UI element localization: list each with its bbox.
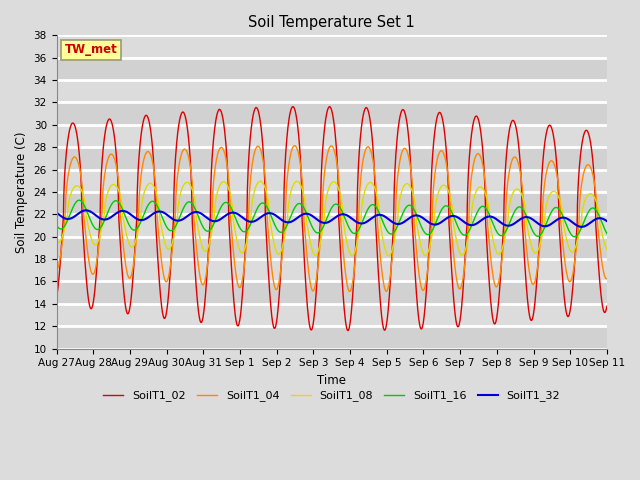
SoilT1_04 — [346, 288, 353, 294]
Bar — [56, 125, 607, 147]
SoilT1_08 — [52, 238, 60, 244]
SoilT1_32 — [603, 218, 611, 224]
SoilT1_08 — [162, 242, 170, 248]
SoilT1_08 — [257, 179, 264, 184]
Bar — [56, 259, 607, 281]
SoilT1_16 — [538, 230, 546, 236]
SoilT1_04 — [291, 143, 298, 148]
SoilT1_08 — [385, 253, 392, 259]
SoilT1_04 — [538, 219, 546, 225]
Line: SoilT1_02: SoilT1_02 — [56, 107, 607, 331]
Bar — [56, 147, 607, 169]
X-axis label: Time: Time — [317, 374, 346, 387]
SoilT1_02 — [490, 320, 497, 325]
Legend: SoilT1_02, SoilT1_04, SoilT1_08, SoilT1_16, SoilT1_32: SoilT1_02, SoilT1_04, SoilT1_08, SoilT1_… — [99, 386, 564, 406]
SoilT1_08 — [418, 246, 426, 252]
Line: SoilT1_32: SoilT1_32 — [56, 210, 607, 227]
SoilT1_02 — [418, 325, 426, 331]
Bar — [56, 304, 607, 326]
Bar — [56, 58, 607, 80]
Bar — [56, 169, 607, 192]
SoilT1_16 — [52, 222, 60, 228]
Bar — [56, 36, 607, 58]
Title: Soil Temperature Set 1: Soil Temperature Set 1 — [248, 15, 415, 30]
SoilT1_32 — [52, 210, 60, 216]
SoilT1_04 — [237, 284, 244, 289]
SoilT1_16 — [162, 223, 170, 228]
SoilT1_16 — [603, 231, 611, 237]
SoilT1_02 — [538, 166, 546, 172]
Bar — [56, 281, 607, 304]
Line: SoilT1_04: SoilT1_04 — [56, 145, 607, 291]
Bar — [56, 102, 607, 125]
Bar — [56, 237, 607, 259]
SoilT1_32 — [237, 214, 244, 219]
SoilT1_04 — [162, 278, 170, 284]
SoilT1_32 — [175, 218, 183, 224]
SoilT1_02 — [162, 314, 170, 320]
SoilT1_04 — [175, 163, 183, 168]
SoilT1_16 — [490, 222, 497, 228]
Bar — [56, 80, 607, 102]
SoilT1_32 — [417, 214, 425, 220]
SoilT1_32 — [490, 215, 497, 220]
SoilT1_04 — [603, 276, 611, 281]
Line: SoilT1_08: SoilT1_08 — [56, 181, 607, 256]
SoilT1_08 — [603, 246, 611, 252]
Line: SoilT1_16: SoilT1_16 — [56, 200, 607, 237]
SoilT1_02 — [289, 104, 297, 109]
SoilT1_08 — [237, 249, 244, 255]
Bar — [56, 215, 607, 237]
SoilT1_32 — [578, 224, 586, 230]
SoilT1_02 — [603, 303, 611, 309]
Bar — [56, 326, 607, 348]
SoilT1_16 — [76, 197, 83, 203]
SoilT1_02 — [175, 121, 183, 127]
SoilT1_16 — [175, 215, 183, 221]
SoilT1_02 — [237, 312, 244, 318]
SoilT1_16 — [237, 227, 244, 232]
SoilT1_04 — [418, 286, 426, 292]
Text: TW_met: TW_met — [65, 43, 118, 56]
SoilT1_08 — [538, 231, 546, 237]
SoilT1_32 — [162, 211, 170, 217]
SoilT1_08 — [490, 240, 497, 245]
Y-axis label: Soil Temperature (C): Soil Temperature (C) — [15, 131, 28, 253]
SoilT1_02 — [344, 328, 352, 334]
SoilT1_08 — [175, 198, 183, 204]
SoilT1_32 — [538, 223, 546, 228]
SoilT1_04 — [490, 277, 497, 283]
SoilT1_02 — [52, 295, 60, 300]
Bar — [56, 192, 607, 215]
SoilT1_04 — [52, 267, 60, 273]
SoilT1_16 — [417, 224, 425, 230]
SoilT1_32 — [82, 207, 90, 213]
SoilT1_16 — [571, 234, 579, 240]
